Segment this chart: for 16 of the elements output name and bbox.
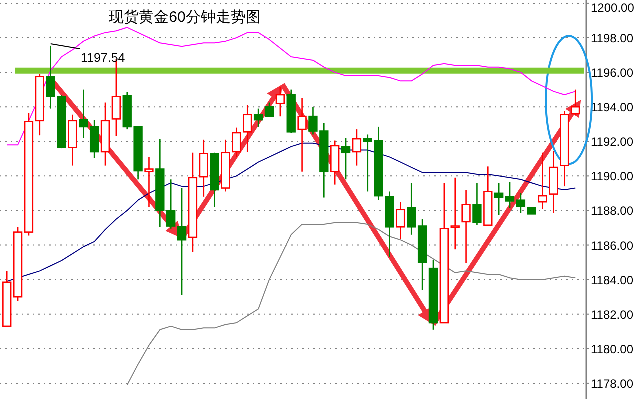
y-tick-label: 1190.00 — [591, 170, 634, 184]
text: 现货黄金60分钟走势图 — [109, 9, 261, 26]
y-tick-label: 1196.00 — [591, 66, 634, 80]
y-tick-label: 1192.00 — [591, 135, 634, 150]
annotation: 1197.54 — [81, 51, 126, 65]
y-tick-label: 1194.00 — [591, 100, 634, 115]
y-tick-label: 1186.00 — [591, 238, 634, 253]
y-tick-label: 1188.00 — [591, 204, 634, 218]
y-tick-label: 1180.00 — [591, 342, 634, 356]
y-tick-label: 1200.00 — [591, 1, 635, 15]
y-tick-label: 1198.00 — [591, 32, 634, 46]
y-tick-label: 1182.00 — [591, 308, 634, 322]
annotation: 1197.54 — [50, 44, 126, 65]
y-tick-label: 1178.00 — [591, 376, 634, 391]
line-series — [6, 27, 576, 146]
y-tick-label: 1184.00 — [591, 273, 634, 288]
